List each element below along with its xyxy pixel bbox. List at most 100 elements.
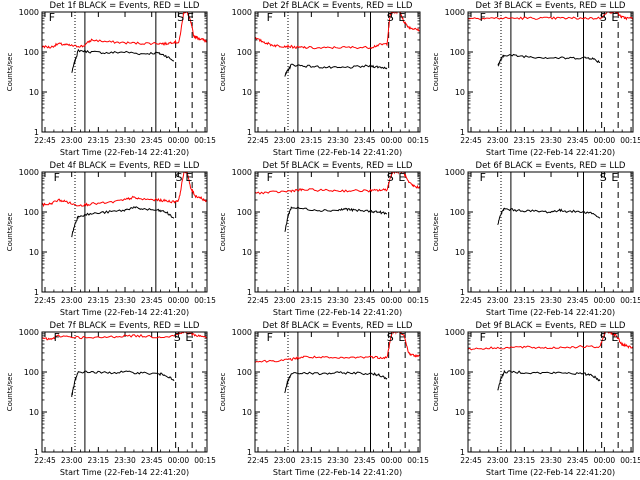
panel-title: Det 3f BLACK = Events, RED = LLD [476,1,626,11]
panel-title: Det 1f BLACK = Events, RED = LLD [50,1,200,11]
marker-label-E: E [611,331,618,344]
series-line-events [71,48,174,73]
axes-frame [41,331,208,453]
x-axis-label: Start Time (22-Feb-14 22:41:20) [60,308,189,317]
x-tick-label: 00:00 [168,456,190,465]
x-tick-label: 00:00 [168,296,190,305]
series-line-events [497,369,601,391]
series-line-lld [42,172,207,208]
y-axis-label: Counts/sec [6,373,14,412]
panel-det-6f: Det 6f BLACK = Events, RED = LLD Counts/s… [432,161,640,317]
x-tick-label: 00:15 [194,136,216,145]
plot-area [497,172,619,292]
x-tick-label: 23:15 [514,296,536,305]
marker-label-F: F [54,331,60,344]
marker-label-S: S [600,331,607,344]
y-tick-label: 100 [237,48,252,57]
marker-label-E: E [398,11,405,24]
marker-label-F: F [267,171,273,184]
axes-frame [467,331,634,453]
series-line-lld [255,332,420,363]
x-tick-label: 23:45 [567,296,589,305]
x-tick-label: 23:30 [327,136,349,145]
y-tick-label: 10 [242,248,252,257]
series-line-events [284,206,387,233]
x-tick-label: 00:15 [194,456,216,465]
y-tick-label: 1000 [445,328,465,337]
x-tick-label: 23:45 [141,136,163,145]
x-tick-label: 00:00 [594,456,616,465]
x-tick-label: 23:45 [567,456,589,465]
axes-frame [254,331,421,453]
axes-frame [41,171,208,293]
plot-area [42,172,207,292]
series-line-lld [42,332,207,341]
marker-label-F: F [54,171,60,184]
y-axis-label: Counts/sec [432,373,440,412]
x-tick-label: 00:00 [381,296,403,305]
x-tick-label: 00:15 [407,296,429,305]
x-tick-label: 23:45 [141,456,163,465]
marker-label-E: E [611,11,618,24]
x-tick-label: 23:00 [487,456,509,465]
x-tick-label: 23:00 [61,456,83,465]
axes-frame [254,171,421,293]
panel-det-1f: Det 1f BLACK = Events, RED = LLD Counts/s… [6,1,216,157]
y-axis-label: Counts/sec [6,213,14,252]
y-tick-label: 1000 [445,168,465,177]
x-tick-label: 23:30 [327,296,349,305]
y-tick-label: 1000 [19,328,39,337]
x-tick-label: 23:00 [61,136,83,145]
series-line-events [71,206,175,238]
x-axis-label: Start Time (22-Feb-14 22:41:20) [273,148,402,157]
y-tick-label: 100 [450,208,465,217]
x-axis-label: Start Time (22-Feb-14 22:41:20) [60,468,189,477]
marker-label-E: E [187,11,194,24]
x-tick-label: 23:00 [274,296,296,305]
series-line-events [284,371,388,394]
y-tick-label: 100 [450,368,465,377]
x-tick-label: 23:30 [114,296,136,305]
x-tick-label: 00:00 [168,136,190,145]
series-line-events [284,63,388,77]
x-tick-label: 23:15 [514,456,536,465]
plot-area [255,172,420,292]
panel-title: Det 8f BLACK = Events, RED = LLD [263,321,413,331]
y-tick-label: 100 [237,208,252,217]
marker-label-E: E [185,331,192,344]
x-tick-label: 23:15 [301,136,323,145]
y-tick-label: 1000 [232,168,252,177]
x-tick-label: 23:30 [540,296,562,305]
y-axis-label: Counts/sec [432,53,440,92]
x-axis-label: Start Time (22-Feb-14 22:41:20) [486,468,615,477]
marker-label-S: S [387,11,394,24]
y-axis-label: Counts/sec [6,53,14,92]
marker-label-S: S [175,171,182,184]
y-tick-label: 1 [247,288,252,297]
y-axis-label: Counts/sec [219,53,227,92]
x-tick-label: 23:00 [274,456,296,465]
y-tick-label: 1 [34,128,39,137]
x-tick-label: 00:15 [620,296,640,305]
x-tick-label: 00:15 [407,136,429,145]
y-tick-label: 1000 [445,8,465,17]
y-tick-label: 1 [460,288,465,297]
y-tick-label: 100 [24,48,39,57]
x-tick-label: 23:15 [88,136,110,145]
y-axis-label: Counts/sec [219,213,227,252]
plot-area [468,12,633,132]
marker-label-S: S [600,171,607,184]
marker-label-E: E [398,171,405,184]
series-line-events [71,370,175,397]
marker-label-S: S [177,11,184,24]
y-axis-label: Counts/sec [219,373,227,412]
marker-label-E: E [185,171,192,184]
y-tick-label: 1 [460,128,465,137]
marker-label-F: F [480,331,486,344]
x-tick-label: 22:45 [34,136,56,145]
x-tick-label: 22:45 [34,456,56,465]
y-tick-label: 10 [242,408,252,417]
x-tick-label: 22:45 [460,456,482,465]
x-tick-label: 23:45 [354,296,376,305]
